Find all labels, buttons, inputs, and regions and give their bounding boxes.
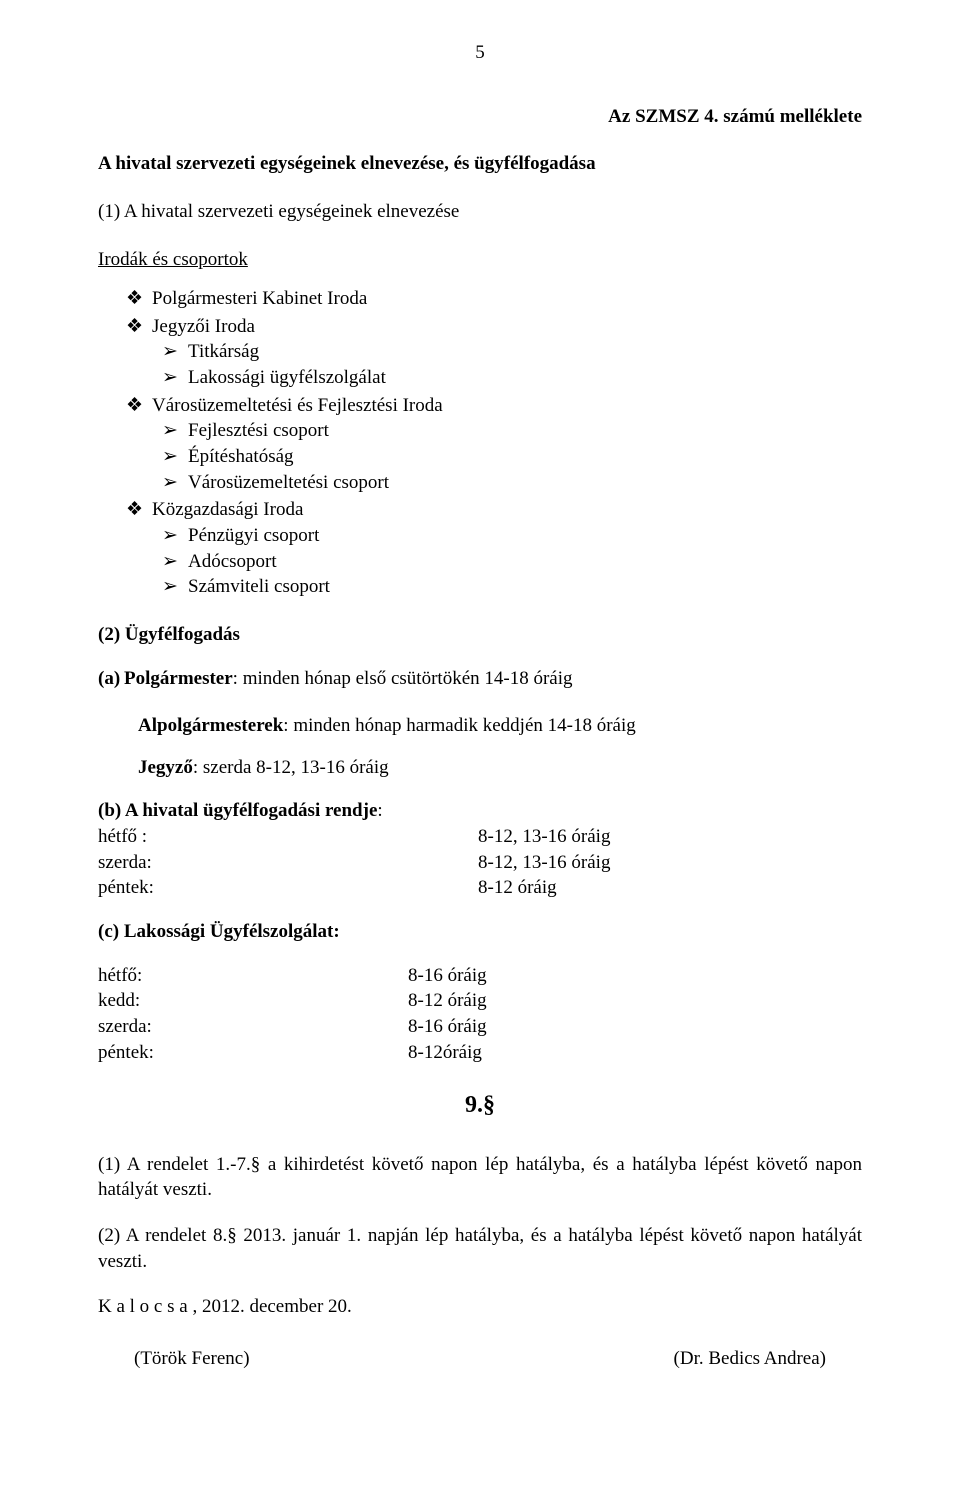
paragraph-1: (1) A rendelet 1.-7.§ a kihirdetést köve… [98, 1152, 862, 1203]
jegyzo-rest: : szerda 8-12, 13-16 óráig [193, 757, 389, 778]
table-row: szerda: 8-12, 13-16 óráig [98, 850, 862, 876]
paragraph-2: (2) A rendelet 8.§ 2013. január 1. napjá… [98, 1223, 862, 1274]
item-b-heading: (b) A hivatal ügyfélfogadási rendje: [98, 798, 862, 824]
schedule-b: hétfő : 8-12, 13-16 óráig szerda: 8-12, … [98, 824, 862, 901]
sched-day: kedd: [98, 988, 408, 1014]
sched-day: szerda: [98, 1014, 408, 1040]
table-row: hétfő : 8-12, 13-16 óráig [98, 824, 862, 850]
subsection-1: (1) A hivatal szervezeti egységeinek eln… [98, 199, 862, 225]
list-item: Fejlesztési csoport [162, 418, 862, 444]
list-item-label: Városüzemeltetési és Fejlesztési Iroda [152, 395, 443, 416]
table-row: péntek: 8-12óráig [98, 1040, 862, 1066]
list-item: Adócsoport [162, 549, 862, 575]
list-item: Polgármesteri Kabinet Iroda [126, 286, 862, 312]
page-number: 5 [98, 40, 862, 66]
alpolg-lead: Alpolgármesterek [138, 715, 283, 736]
item-b-colon: : [377, 800, 382, 821]
date-line: K a l o c s a , 2012. december 20. [98, 1294, 862, 1320]
subsection-2: (2) Ügyfélfogadás [98, 622, 862, 648]
table-row: péntek: 8-12 óráig [98, 875, 862, 901]
groups-heading: Irodák és csoportok [98, 247, 862, 273]
header-right: Az SZMSZ 4. számú melléklete [98, 104, 862, 130]
sched-time: 8-12, 13-16 óráig [478, 850, 862, 876]
list-item-label: Jegyzői Iroda [152, 316, 255, 337]
sched-day: hétfő : [98, 824, 478, 850]
list-item: Jegyzői Iroda Titkárság Lakossági ügyfél… [126, 314, 862, 391]
item-c-heading: (c) Lakossági Ügyfélszolgálat: [98, 919, 862, 945]
list-item: Pénzügyi csoport [162, 523, 862, 549]
list-item: Lakossági ügyfélszolgálat [162, 365, 862, 391]
table-row: szerda: 8-16 óráig [98, 1014, 862, 1040]
signature-right: (Dr. Bedics Andrea) [674, 1346, 826, 1372]
list-item: Városüzemeltetési és Fejlesztési Iroda F… [126, 393, 862, 496]
sched-time: 8-12, 13-16 óráig [478, 824, 862, 850]
item-b-head: (b) A hivatal ügyfélfogadási rendje [98, 800, 377, 821]
item-a: (a)Polgármester: minden hónap első csütö… [98, 666, 862, 692]
sched-day: péntek: [98, 1040, 408, 1066]
item-a-marker: (a) [98, 666, 124, 692]
sched-day: péntek: [98, 875, 478, 901]
sched-time: 8-16 óráig [408, 1014, 862, 1040]
list-item: Közgazdasági Iroda Pénzügyi csoport Adóc… [126, 497, 862, 600]
sched-time: 8-12 óráig [408, 988, 862, 1014]
sched-time: 8-12 óráig [478, 875, 862, 901]
list-item-label: Közgazdasági Iroda [152, 499, 303, 520]
sched-time: 8-16 óráig [408, 963, 862, 989]
list-item: Építéshatóság [162, 444, 862, 470]
table-row: hétfő: 8-16 óráig [98, 963, 862, 989]
org-tree: Polgármesteri Kabinet Iroda Jegyzői Irod… [126, 286, 862, 600]
item-a-rest: : minden hónap első csütörtökén 14-18 ór… [233, 668, 573, 689]
list-item: Városüzemeltetési csoport [162, 470, 862, 496]
jegyzo-lead: Jegyző [138, 757, 193, 778]
schedule-c: hétfő: 8-16 óráig kedd: 8-12 óráig szerd… [98, 963, 862, 1066]
signature-left: (Török Ferenc) [134, 1346, 250, 1372]
list-item: Számviteli csoport [162, 574, 862, 600]
sched-time: 8-12óráig [408, 1040, 862, 1066]
doc-title: A hivatal szervezeti egységeinek elnevez… [98, 151, 862, 177]
alpolg-rest: : minden hónap harmadik keddjén 14-18 ór… [283, 715, 635, 736]
section-9: 9.§ [98, 1089, 862, 1121]
alpolg-block: Alpolgármesterek: minden hónap harmadik … [138, 713, 862, 780]
sched-day: szerda: [98, 850, 478, 876]
list-item: Titkárság [162, 339, 862, 365]
item-a-lead: Polgármester [124, 668, 233, 689]
sched-day: hétfő: [98, 963, 408, 989]
signature-row: (Török Ferenc) (Dr. Bedics Andrea) [98, 1346, 862, 1372]
table-row: kedd: 8-12 óráig [98, 988, 862, 1014]
